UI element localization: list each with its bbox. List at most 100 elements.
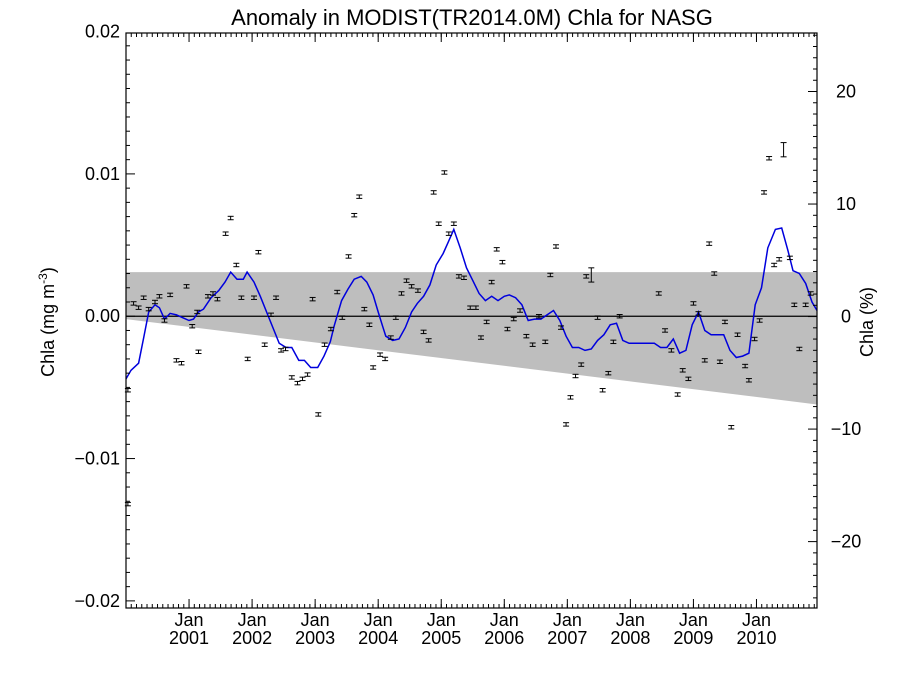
data-point xyxy=(167,292,174,298)
data-point xyxy=(130,301,137,306)
data-point xyxy=(304,372,311,377)
data-point xyxy=(445,231,452,236)
data-point xyxy=(734,332,741,337)
data-point xyxy=(156,294,163,299)
data-point xyxy=(761,190,768,195)
y2-tick-label: 10 xyxy=(836,194,856,214)
data-point xyxy=(563,422,570,427)
x-tick-label-year: 2009 xyxy=(673,628,713,648)
data-point xyxy=(776,257,783,262)
data-point xyxy=(578,362,585,367)
x-tick-label-year: 2001 xyxy=(169,628,209,648)
data-point xyxy=(327,326,334,332)
y2-tick-label: 0 xyxy=(841,307,851,327)
y2-tick-label: −10 xyxy=(831,419,862,439)
x-tick-label-year: 2010 xyxy=(736,628,776,648)
data-point xyxy=(408,284,415,289)
data-point xyxy=(552,244,559,249)
data-point xyxy=(802,302,809,308)
data-point xyxy=(238,295,245,300)
data-point xyxy=(662,328,669,333)
data-point xyxy=(467,305,474,310)
data-point xyxy=(361,306,368,312)
data-point xyxy=(294,380,301,386)
x-tick-label-month: Jan xyxy=(175,610,204,630)
data-point xyxy=(716,359,723,364)
data-point xyxy=(745,378,752,383)
y2-tick-label: 20 xyxy=(836,82,856,102)
data-point xyxy=(542,339,549,345)
data-point xyxy=(483,319,490,325)
data-point xyxy=(145,306,152,312)
data-point xyxy=(674,392,681,397)
data-point xyxy=(268,312,275,318)
data-point xyxy=(261,342,268,347)
data-point xyxy=(435,221,442,226)
svg-text:Chla (mg m-3): Chla (mg m-3) xyxy=(36,267,58,377)
x-tick-label-month: Jan xyxy=(238,610,267,630)
x-tick-label-month: Jan xyxy=(490,610,519,630)
data-point xyxy=(567,395,574,400)
plot-area xyxy=(124,142,818,507)
data-point xyxy=(244,356,251,362)
data-point xyxy=(807,291,814,296)
data-point xyxy=(321,342,328,347)
x-tick-label-year: 2004 xyxy=(358,628,398,648)
plot-frame xyxy=(125,32,818,609)
chart-title: Anomaly in MODIST(TR2014.0M) Chla for NA… xyxy=(231,5,713,30)
y-tick-label: −0.02 xyxy=(74,591,120,611)
data-point xyxy=(152,299,159,305)
data-point xyxy=(161,318,168,323)
data-point xyxy=(178,360,185,366)
data-point xyxy=(695,311,702,316)
data-point xyxy=(189,323,196,329)
data-point xyxy=(504,326,511,332)
y-tick-label: 0.00 xyxy=(85,306,120,326)
data-point xyxy=(183,284,190,289)
y-tick-label: −0.01 xyxy=(74,449,120,469)
y2-axis-label: Chla (%) xyxy=(857,287,877,357)
data-point xyxy=(706,241,713,246)
x-tick-label-year: 2006 xyxy=(484,628,524,648)
data-point xyxy=(204,294,211,299)
y-axis-label-close: ) xyxy=(38,267,58,273)
data-point xyxy=(472,305,479,310)
y2-tick-label: −20 xyxy=(831,532,862,552)
data-point xyxy=(771,262,778,268)
data-point xyxy=(214,296,221,302)
data-point xyxy=(460,275,467,281)
data-point xyxy=(227,215,234,221)
data-point xyxy=(756,318,763,323)
data-point xyxy=(278,348,285,353)
data-point xyxy=(690,301,697,306)
x-tick-label-month: Jan xyxy=(616,610,645,630)
data-point xyxy=(370,365,377,370)
data-point xyxy=(572,373,579,379)
data-point xyxy=(701,358,708,363)
data-point xyxy=(523,333,530,339)
y-axis-label-main: Chla (mg m xyxy=(38,284,58,377)
data-point xyxy=(605,370,612,376)
data-point xyxy=(679,368,686,373)
data-point xyxy=(499,259,506,265)
data-point xyxy=(616,314,623,319)
data-point xyxy=(751,336,758,342)
x-tick-label-month: Jan xyxy=(553,610,582,630)
data-point xyxy=(721,319,728,325)
data-point xyxy=(610,339,617,345)
x-tick-label-month: Jan xyxy=(364,610,393,630)
data-point xyxy=(796,346,803,352)
data-point xyxy=(599,388,606,393)
errorbar-series xyxy=(124,142,814,507)
data-point xyxy=(728,425,735,430)
data-point xyxy=(430,190,437,195)
data-point xyxy=(588,267,595,283)
data-point xyxy=(222,231,229,236)
uncertainty-band xyxy=(126,272,817,405)
data-point xyxy=(594,315,601,320)
data-point xyxy=(392,315,399,320)
x-tick-label-year: 2008 xyxy=(610,628,650,648)
data-point xyxy=(351,212,358,218)
data-point xyxy=(742,363,749,369)
